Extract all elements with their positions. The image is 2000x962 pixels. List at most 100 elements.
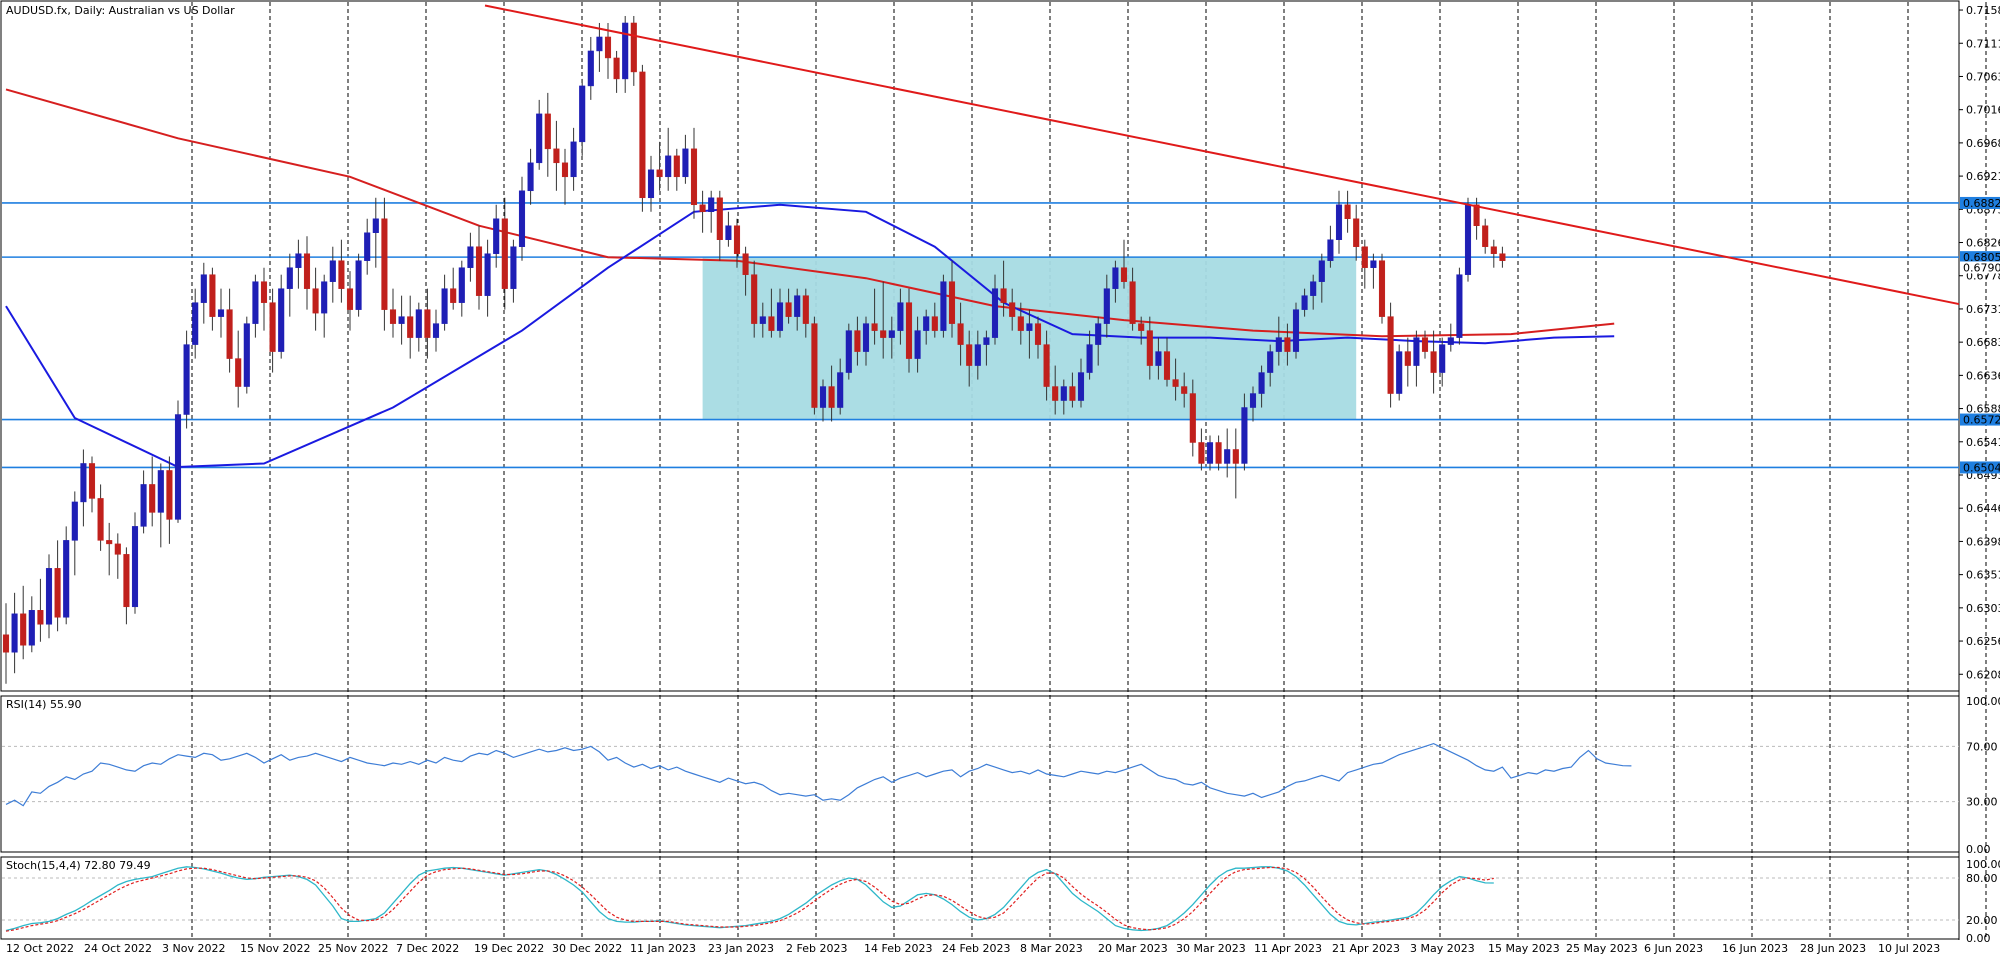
- price-axis-label: 0.66360: [1966, 369, 2000, 382]
- price-axis-label: 0.65885: [1966, 403, 2000, 416]
- bearish-candle: [149, 484, 156, 513]
- bearish-candle: [106, 540, 113, 545]
- time-axis-label: 11 Apr 2023: [1254, 942, 1322, 955]
- bullish-candle: [974, 344, 981, 366]
- time-axis-label: 19 Dec 2022: [474, 942, 544, 955]
- bullish-candle: [665, 155, 672, 178]
- bullish-candle: [432, 323, 440, 338]
- time-axis-label: 23 Jan 2023: [708, 942, 774, 955]
- bearish-candle: [699, 204, 706, 213]
- bearish-candle: [97, 498, 104, 541]
- time-axis-label: 8 Mar 2023: [1020, 942, 1083, 955]
- bearish-candle: [209, 274, 216, 317]
- bearish-candle: [226, 309, 233, 359]
- bullish-candle: [217, 309, 225, 317]
- stoch-axis-label: 20.00: [1966, 914, 1998, 927]
- bullish-candle: [398, 316, 405, 324]
- bearish-candle: [1189, 393, 1196, 443]
- price-axis-label: 0.62085: [1966, 668, 2000, 681]
- price-level-label: 0.67903: [1963, 261, 2000, 274]
- bullish-candle: [192, 302, 199, 345]
- bullish-candle: [759, 316, 766, 324]
- trendline-group[interactable]: [484, 4, 1960, 306]
- descending-trendline: [484, 4, 1960, 306]
- bullish-candle: [1026, 323, 1033, 331]
- horizontal-levels[interactable]: [2, 202, 1959, 469]
- bearish-candle: [1482, 225, 1489, 247]
- time-axis-label: 20 Mar 2023: [1098, 942, 1168, 955]
- rsi-axis-label: 30.00: [1966, 796, 1998, 809]
- bearish-candle: [1181, 386, 1188, 394]
- bearish-candle: [1361, 246, 1368, 268]
- bullish-candle: [321, 281, 328, 314]
- bearish-candle: [553, 148, 560, 164]
- bullish-candle: [493, 218, 500, 254]
- time-axis: 12 Oct 2022 24 Oct 2022 3 Nov 2022 15 Nov 2…: [6, 942, 1940, 955]
- bearish-candle: [1146, 330, 1153, 366]
- bearish-candle: [656, 169, 663, 178]
- bullish-candle: [1335, 204, 1343, 240]
- bullish-candle: [1224, 449, 1231, 464]
- bearish-candle: [1043, 344, 1050, 387]
- bullish-candle: [243, 323, 250, 387]
- bullish-candle: [11, 613, 18, 653]
- bearish-candle: [88, 463, 96, 499]
- time-axis-label: 30 Mar 2023: [1176, 942, 1246, 955]
- bearish-candle: [716, 197, 723, 240]
- bearish-candle: [854, 330, 861, 352]
- bearish-candle: [1034, 323, 1042, 345]
- bearish-candle: [381, 218, 388, 310]
- bullish-candle: [940, 281, 947, 331]
- bearish-candle: [871, 323, 878, 331]
- bearish-candle: [407, 316, 414, 338]
- rsi-title: RSI(14) 55.90: [6, 698, 81, 711]
- time-axis-label: 6 Jun 2023: [1644, 942, 1703, 955]
- bearish-candle: [1017, 316, 1024, 331]
- time-axis-label: 14 Feb 2023: [864, 942, 932, 955]
- bullish-candle: [1318, 260, 1325, 282]
- vertical-grid: [191, 2, 1987, 938]
- rsi-pane: 100.00 70.00 30.00 0.00: [2, 695, 2000, 856]
- bullish-candle: [355, 260, 362, 310]
- bullish-candle: [1112, 267, 1119, 289]
- bearish-candle: [561, 162, 569, 178]
- bearish-candle: [1069, 386, 1076, 401]
- time-axis-label: 25 Nov 2022: [318, 942, 388, 955]
- time-axis-label: 28 Jun 2023: [1800, 942, 1866, 955]
- bullish-candle: [63, 540, 70, 618]
- bearish-candle: [450, 288, 457, 303]
- bearish-candle: [1138, 323, 1145, 331]
- bullish-candle: [862, 323, 870, 352]
- bearish-candle: [931, 316, 938, 331]
- bullish-candle: [1258, 372, 1265, 394]
- bullish-candle: [536, 113, 543, 164]
- bearish-candle: [785, 302, 792, 317]
- bullish-candle: [1464, 204, 1472, 275]
- bearish-candle: [802, 295, 809, 324]
- price-axis-label: 0.62560: [1966, 635, 2000, 648]
- price-axis-label: 0.63510: [1966, 569, 2000, 582]
- bullish-candle: [286, 267, 293, 289]
- bullish-candle: [579, 85, 586, 143]
- bullish-candle: [794, 295, 801, 317]
- bullish-candle: [1370, 260, 1377, 268]
- bearish-candle: [1052, 386, 1059, 401]
- time-axis-label: 7 Dec 2022: [396, 942, 459, 955]
- bullish-candle: [888, 330, 895, 338]
- bullish-candle: [527, 162, 534, 192]
- bearish-candle: [1163, 351, 1171, 380]
- bearish-candle: [742, 253, 749, 275]
- price-level-label: 0.65728: [1963, 414, 2000, 427]
- price-axis-label: 0.71110: [1966, 37, 2000, 50]
- time-axis-label: 12 Oct 2022: [6, 942, 74, 955]
- bearish-candle: [1430, 351, 1437, 373]
- bullish-candle: [819, 386, 827, 408]
- bearish-candle: [260, 281, 268, 303]
- bullish-candle: [278, 288, 285, 352]
- bearish-candle: [123, 554, 130, 608]
- bullish-candle: [200, 274, 207, 303]
- time-axis-label: 11 Jan 2023: [630, 942, 696, 955]
- bearish-candle: [811, 323, 818, 408]
- bullish-candle: [174, 414, 182, 520]
